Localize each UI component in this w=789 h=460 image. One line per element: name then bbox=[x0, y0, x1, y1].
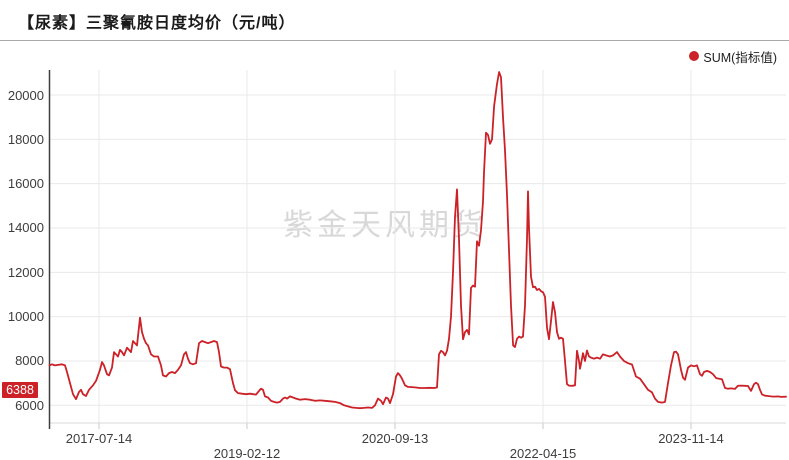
legend-marker-icon bbox=[689, 51, 700, 61]
legend-label: SUM(指标值) bbox=[703, 50, 777, 65]
legend[interactable]: SUM(指标值) bbox=[689, 47, 777, 65]
price-line bbox=[48, 71, 787, 410]
chart-title: 【尿素】三聚氰胺日度均价（元/吨） bbox=[18, 15, 296, 32]
title-divider bbox=[0, 40, 789, 41]
last-value-badge: 6388 bbox=[2, 381, 38, 398]
